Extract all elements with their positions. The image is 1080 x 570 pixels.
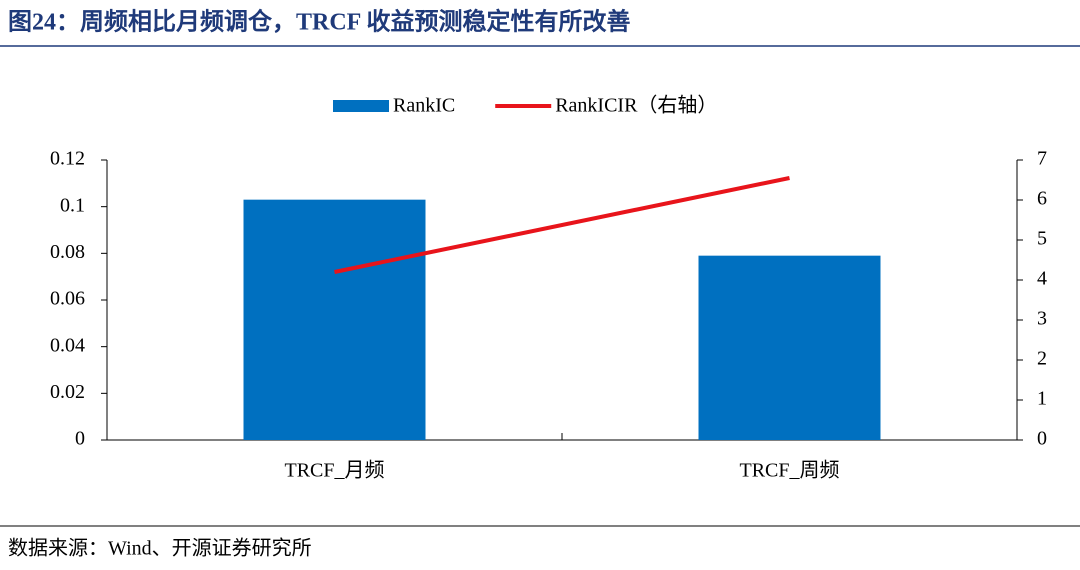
- legend-swatch: [333, 100, 389, 112]
- y2-tick-label: 4: [1037, 268, 1047, 290]
- y2-tick-label: 6: [1037, 188, 1047, 210]
- y2-tick-label: 0: [1037, 428, 1047, 450]
- y2-tick-label: 1: [1037, 388, 1047, 410]
- line: [334, 176, 790, 274]
- y-tick-label: 0.06: [50, 288, 85, 310]
- y-tick-label: 0.1: [60, 194, 85, 216]
- y-tick-label: 0.04: [50, 334, 85, 356]
- y-tick-label: 0: [75, 428, 85, 450]
- y-tick-label: 0.12: [50, 148, 85, 170]
- bar: [698, 255, 881, 440]
- x-tick-label: TRCF_周频: [739, 459, 839, 482]
- bar: [243, 199, 426, 440]
- y-tick-label: 0.02: [50, 381, 85, 403]
- legend-label: RankICIR（右轴）: [555, 94, 717, 117]
- legend-label: RankIC: [393, 95, 455, 117]
- chart-title: 图24：周频相比月频调仓，TRCF 收益预测稳定性有所改善: [8, 8, 630, 36]
- source: 数据来源：Wind、开源证券研究所: [8, 537, 312, 560]
- y2-tick-label: 5: [1037, 228, 1047, 250]
- y2-tick-label: 2: [1037, 348, 1047, 370]
- y2-tick-label: 3: [1037, 308, 1047, 330]
- y2-tick-label: 7: [1037, 148, 1047, 170]
- x-tick-label: TRCF_月频: [284, 459, 384, 482]
- y-tick-label: 0.08: [50, 241, 85, 263]
